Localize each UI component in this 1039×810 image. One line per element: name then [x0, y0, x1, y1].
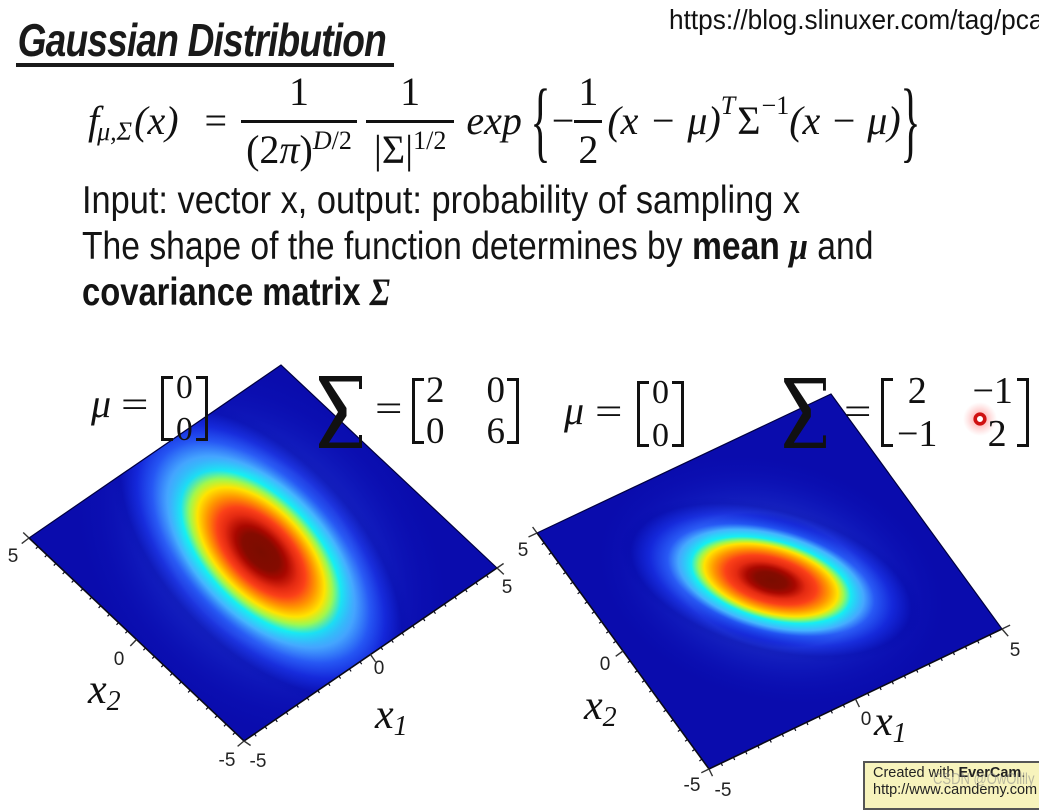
svg-text:x1: x1 [873, 699, 907, 749]
svg-text:5: 5 [1010, 640, 1021, 661]
svg-text:0: 0 [861, 709, 872, 730]
svg-text:0: 0 [374, 658, 385, 679]
svg-text:x1: x1 [374, 692, 408, 742]
svg-text:5: 5 [518, 540, 529, 561]
svg-text:-5: -5 [250, 751, 267, 772]
svg-text:x2: x2 [583, 683, 617, 733]
svg-text:5: 5 [8, 546, 19, 567]
svg-text:0: 0 [600, 654, 611, 675]
svg-text:5: 5 [502, 577, 513, 598]
svg-text:0: 0 [114, 649, 125, 670]
svg-text:-5: -5 [219, 750, 236, 771]
svg-text:x2: x2 [87, 667, 121, 717]
svg-text:-5: -5 [715, 780, 732, 798]
svg-text:-5: -5 [684, 775, 701, 796]
